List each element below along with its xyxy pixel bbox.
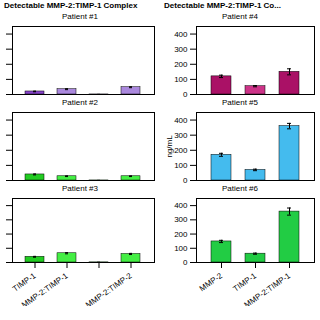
svg-text:0: 0 [183, 176, 188, 184]
html-text:Detectable MMP-2:TIMP-1 Comple: Detectable MMP-2:TIMP-1 Complex [4, 1, 138, 10]
svg-text:MMP-2: MMP-2 [198, 271, 225, 293]
svg-text:400: 400 [174, 201, 188, 210]
svg-text:300: 300 [174, 45, 188, 54]
html-text:Detectable MMP-2:TIMP-1 Co...: Detectable MMP-2:TIMP-1 Co... [164, 1, 281, 10]
html-text:Patient #4: Patient #4 [222, 12, 258, 21]
svg-text:TIMP-1: TIMP-1 [11, 271, 38, 294]
svg-text:ng/mL: ng/mL [165, 135, 174, 158]
svg-text:MMP-2:TIMP-2: MMP-2:TIMP-2 [84, 271, 134, 306]
svg-text:100: 100 [174, 244, 188, 253]
html-text:Patient #6: Patient #6 [222, 184, 258, 193]
html-text:Patient #5: Patient #5 [222, 98, 258, 107]
svg-text:TIMP-1: TIMP-1 [231, 271, 258, 294]
html-text:Patient #1: Patient #1 [62, 12, 98, 21]
svg-text:MMP-2:TIMP-1: MMP-2:TIMP-1 [243, 271, 293, 306]
svg-text:MMP-2:TIMP-1: MMP-2:TIMP-1 [20, 271, 70, 306]
svg-text:300: 300 [174, 215, 188, 224]
svg-text:400: 400 [174, 116, 188, 125]
svg-text:400: 400 [174, 30, 188, 39]
svg-text:200: 200 [174, 230, 188, 239]
html-text:Patient #3: Patient #3 [62, 184, 98, 193]
svg-text:0: 0 [183, 90, 188, 98]
html-text:Patient #2: Patient #2 [62, 98, 98, 107]
svg-text:100: 100 [174, 75, 188, 84]
svg-text:100: 100 [174, 161, 188, 170]
svg-text:200: 200 [174, 60, 188, 69]
svg-text:300: 300 [174, 131, 188, 140]
svg-text:0: 0 [183, 258, 188, 267]
svg-text:200: 200 [174, 146, 188, 155]
